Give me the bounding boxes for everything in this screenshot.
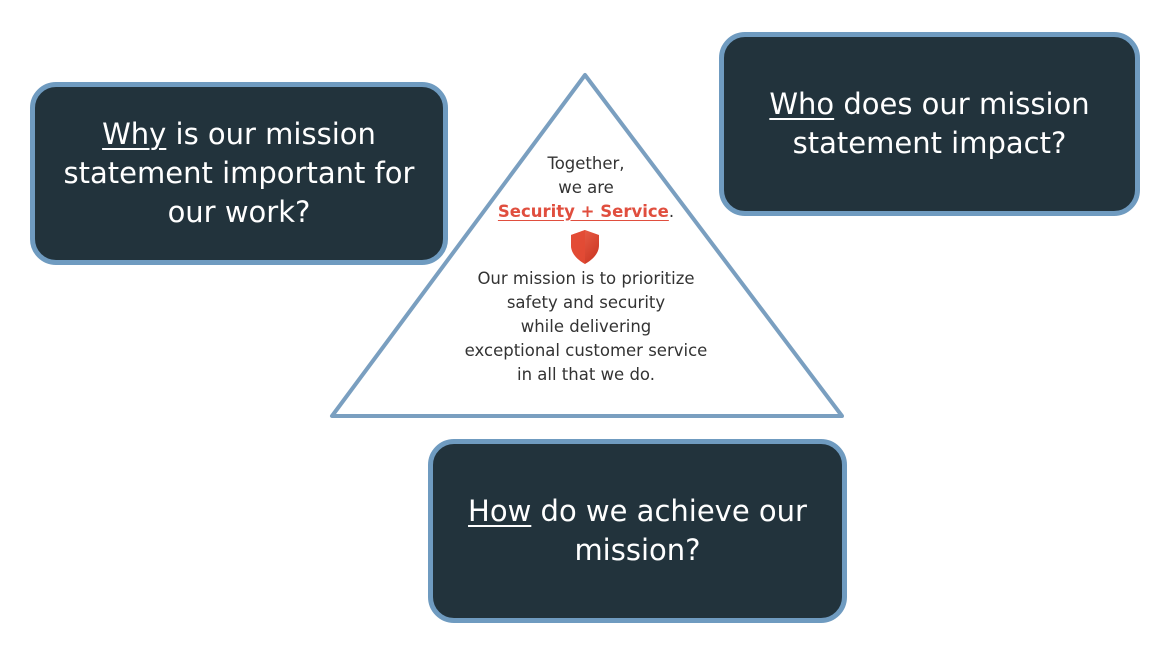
mission-line: safety and security	[506, 293, 666, 312]
mission-statement: Our mission is to prioritize safety and …	[430, 267, 742, 387]
why-line3: our work?	[167, 194, 311, 229]
why-line2: statement important for	[63, 156, 415, 191]
who-keyword: Who	[769, 87, 835, 122]
brand-suffix: .	[668, 202, 675, 221]
mission-line: in all that we do.	[517, 365, 655, 384]
triangle-line1: Together,	[547, 154, 625, 173]
who-line1: does our mission	[834, 87, 1090, 122]
why-keyword: Why	[102, 117, 167, 152]
why-line1: is our mission	[166, 117, 376, 152]
mission-line: exceptional customer service	[464, 341, 708, 360]
brand-tagline: Security + Service	[497, 202, 669, 221]
who-question-box: Who does our mission statement impact?	[719, 32, 1140, 216]
mission-line: Our mission is to prioritize	[477, 269, 695, 288]
how-line2: mission?	[574, 533, 701, 567]
mission-line: while delivering	[520, 317, 652, 336]
how-question-box: How do we achieve our mission?	[428, 439, 847, 623]
who-line2: statement impact?	[792, 126, 1067, 160]
how-line1: do we achieve our	[531, 494, 807, 529]
triangle-line2: we are	[558, 178, 614, 197]
how-keyword: How	[468, 494, 532, 529]
triangle-heading: Together, we are Security + Service.	[486, 152, 686, 224]
why-question-box: Why is our mission statement important f…	[30, 82, 448, 265]
shield-icon	[571, 230, 599, 264]
